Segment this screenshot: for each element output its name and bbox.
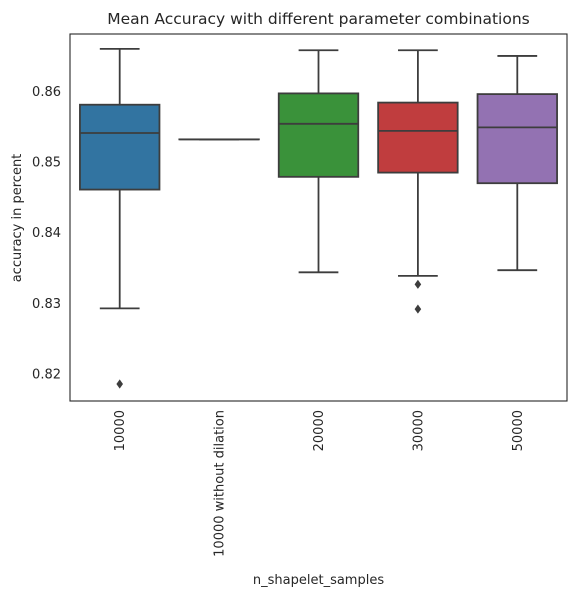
outlier-marker <box>414 304 422 314</box>
box-body <box>79 103 161 191</box>
x-tick-label: 10000 <box>113 410 128 451</box>
y-tick-label: 0.84 <box>32 226 61 241</box>
y-tick-label: 0.85 <box>32 155 61 170</box>
y-axis-label: accuracy in percent <box>10 154 25 283</box>
chart-title: Mean Accuracy with different parameter c… <box>107 10 530 28</box>
outlier-marker <box>116 379 123 389</box>
box-group <box>277 49 360 274</box>
box-group <box>377 49 459 314</box>
x-tick-label: 30000 <box>411 410 426 451</box>
y-tick-label: 0.86 <box>32 85 61 100</box>
box-group <box>476 55 558 272</box>
x-axis-label: n_shapelet_samples <box>253 573 384 588</box>
x-tick-label: 20000 <box>312 410 327 451</box>
plot-frame <box>69 33 568 402</box>
box-body <box>277 92 360 178</box>
plot-area <box>79 47 558 389</box>
y-tick-label: 0.83 <box>32 297 61 312</box>
x-tick-label: 10000 without dilation <box>213 410 228 557</box>
y-tick-label: 0.82 <box>32 368 61 383</box>
box-body <box>476 93 558 185</box>
y-axis: 0.82 0.83 0.84 0.85 0.86 <box>32 85 61 383</box>
x-tick-label: 50000 <box>511 410 526 451</box>
box-group <box>79 47 161 389</box>
outlier-marker <box>414 279 422 289</box>
box-body <box>377 101 459 174</box>
x-axis: 10000 10000 without dilation 20000 30000 500… <box>113 410 526 557</box>
